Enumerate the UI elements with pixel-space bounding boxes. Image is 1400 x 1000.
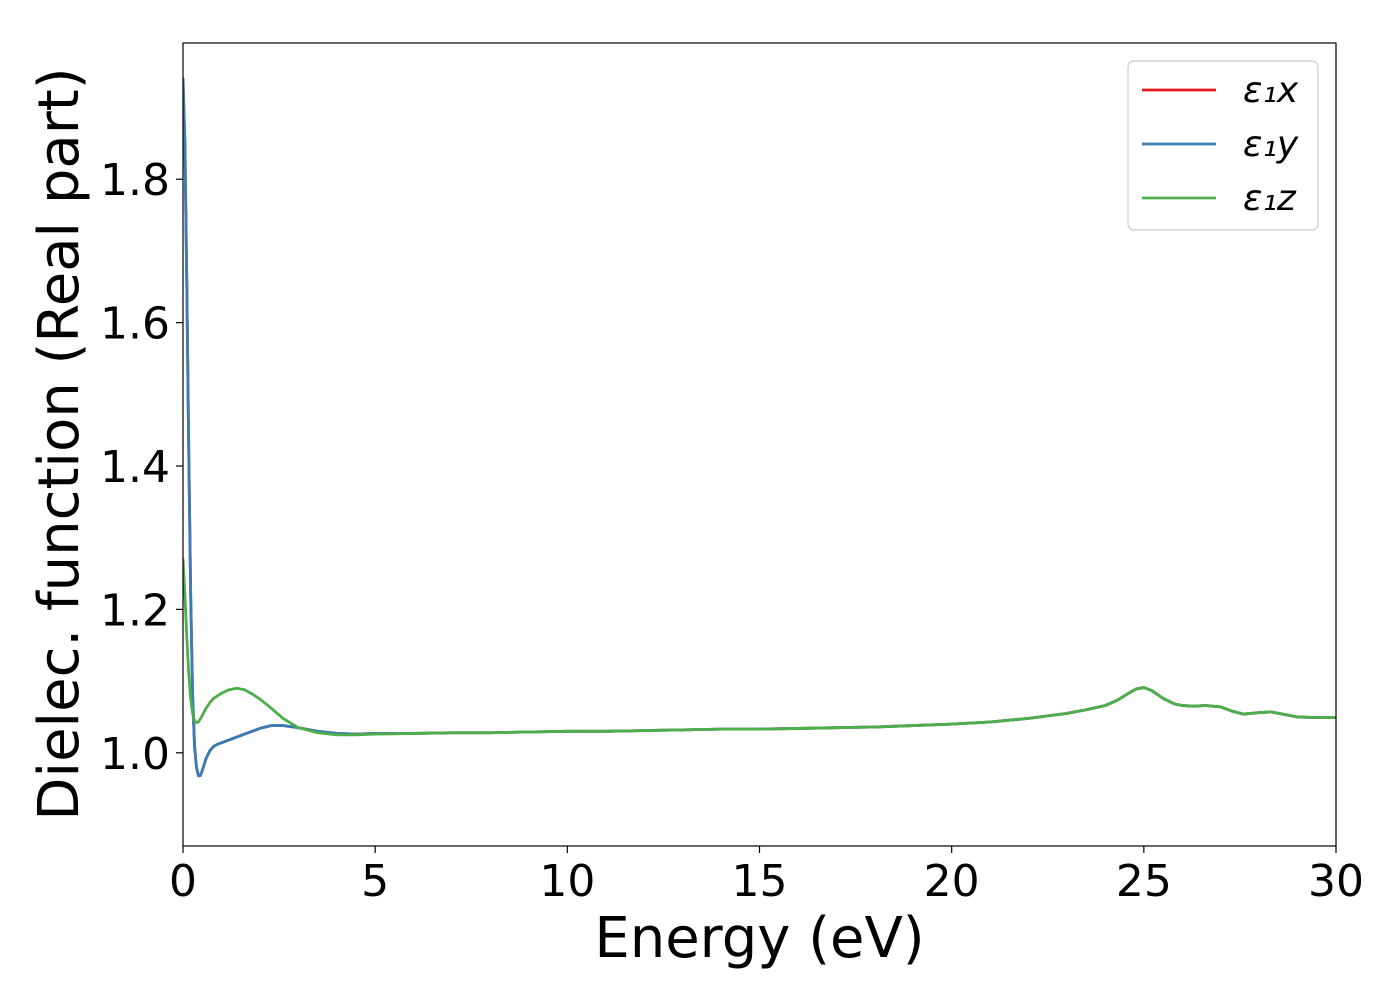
- x-tick-label: 5: [361, 856, 389, 907]
- y-tick-label: 1.8: [100, 155, 170, 206]
- y-tick-label: 1.2: [100, 585, 170, 636]
- y-axis-title: Dielec. function (Real part): [27, 67, 92, 820]
- y-axis: 1.0 1.2 1.4 1.6 1.8: [100, 155, 183, 780]
- y-tick-label: 1.6: [100, 299, 170, 350]
- legend-box: [1127, 60, 1319, 231]
- x-tick-label: 0: [169, 856, 197, 907]
- legend: ε₁x ε₁y ε₁z: [1127, 60, 1319, 231]
- series-line-3: [183, 557, 1336, 737]
- x-axis: 0 5 10 15 20 25 30: [169, 846, 1364, 907]
- x-tick-label: 20: [924, 856, 980, 907]
- legend-label-1: ε₁x: [1243, 70, 1299, 111]
- x-tick-label: 10: [539, 856, 595, 907]
- legend-label-2: ε₁y: [1243, 124, 1299, 165]
- series-layer: [183, 77, 1336, 778]
- x-axis-title: Energy (eV): [594, 906, 924, 971]
- y-tick-label: 1.4: [100, 442, 170, 493]
- x-tick-label: 30: [1308, 856, 1364, 907]
- x-tick-label: 25: [1116, 856, 1172, 907]
- x-tick-label: 15: [732, 856, 788, 907]
- legend-label-3: ε₁z: [1243, 178, 1297, 219]
- y-tick-label: 1.0: [100, 729, 170, 780]
